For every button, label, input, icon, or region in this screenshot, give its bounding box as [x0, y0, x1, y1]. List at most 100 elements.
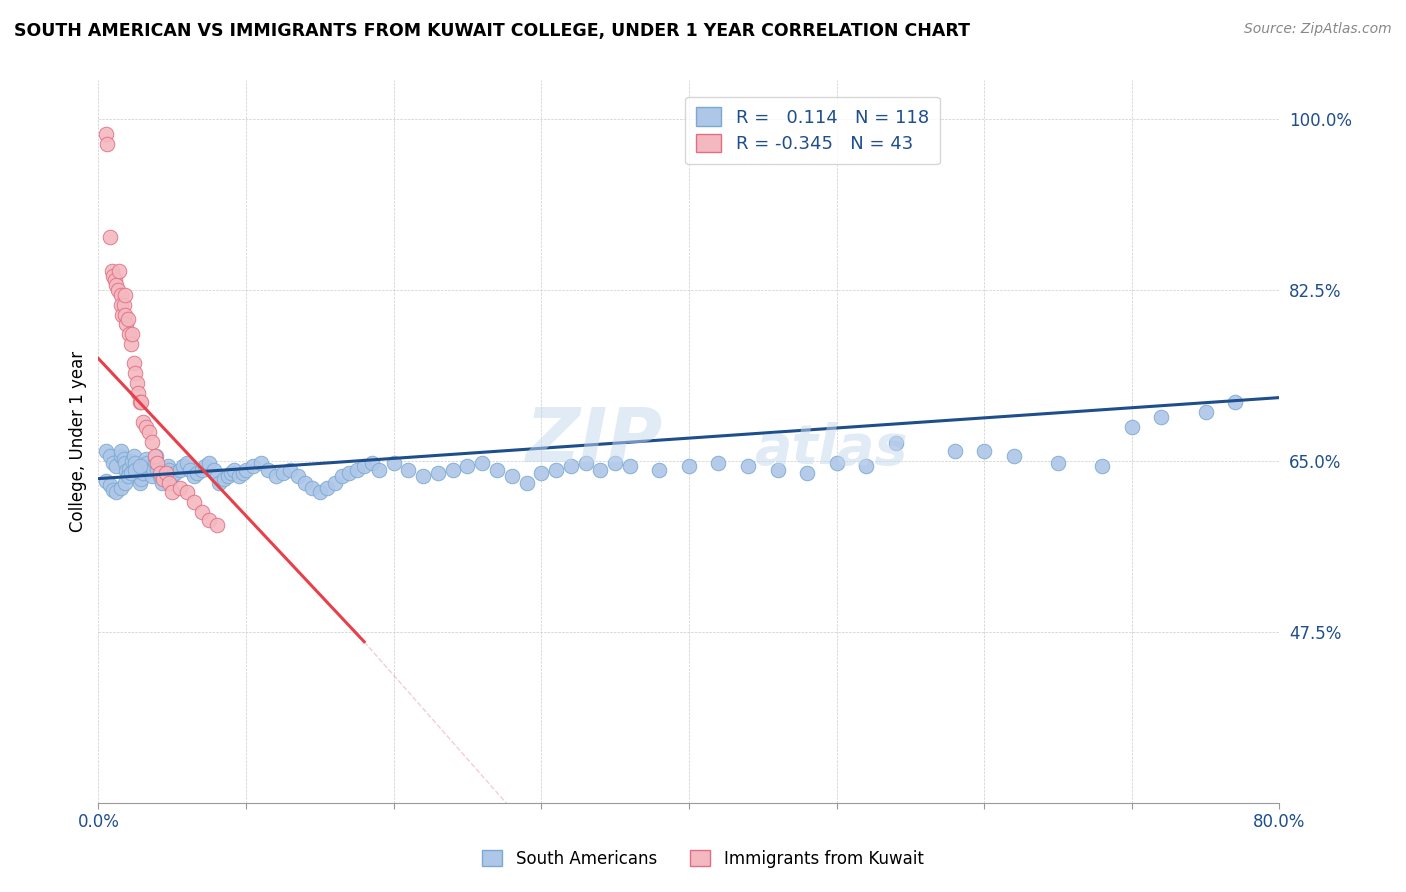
- Point: [471, 456, 494, 470]
- Point: [125, 463, 148, 477]
- Point: [287, 468, 309, 483]
- Point: [135, 420, 157, 434]
- Point: [412, 468, 434, 483]
- Point: [257, 463, 280, 477]
- Point: [143, 455, 166, 469]
- Point: [128, 475, 150, 490]
- Point: [221, 466, 243, 480]
- Point: [707, 456, 730, 470]
- Point: [1046, 456, 1070, 470]
- Point: [169, 482, 191, 496]
- Point: [228, 468, 250, 483]
- Point: [737, 458, 759, 473]
- Point: [973, 444, 995, 458]
- Point: [110, 444, 132, 458]
- Legend: R =   0.114   N = 118, R = -0.345   N = 43: R = 0.114 N = 118, R = -0.345 N = 43: [685, 96, 939, 164]
- Point: [120, 466, 142, 480]
- Point: [112, 298, 135, 312]
- Point: [1195, 405, 1218, 419]
- Point: [149, 466, 172, 480]
- Point: [605, 456, 627, 470]
- Point: [191, 505, 214, 519]
- Point: [301, 482, 323, 496]
- Point: [141, 468, 163, 483]
- Point: [127, 468, 149, 483]
- Point: [115, 464, 138, 478]
- Point: [132, 415, 155, 429]
- Point: [212, 472, 235, 486]
- Point: [575, 456, 598, 470]
- Point: [145, 449, 167, 463]
- Point: [855, 458, 877, 473]
- Point: [117, 468, 139, 483]
- Point: [129, 472, 152, 486]
- Point: [104, 273, 127, 287]
- Point: [242, 458, 264, 473]
- Point: [114, 308, 136, 322]
- Text: ZIP: ZIP: [526, 405, 664, 478]
- Point: [1091, 458, 1114, 473]
- Point: [108, 263, 131, 277]
- Point: [398, 463, 420, 477]
- Point: [176, 485, 198, 500]
- Point: [360, 456, 382, 470]
- Point: [107, 283, 129, 297]
- Point: [202, 463, 225, 477]
- Point: [153, 466, 176, 480]
- Point: [1121, 420, 1143, 434]
- Point: [309, 485, 332, 500]
- Text: Source: ZipAtlas.com: Source: ZipAtlas.com: [1244, 22, 1392, 37]
- Point: [118, 327, 141, 342]
- Point: [128, 458, 150, 473]
- Point: [678, 458, 700, 473]
- Point: [121, 327, 143, 342]
- Point: [135, 452, 157, 467]
- Point: [486, 463, 509, 477]
- Point: [117, 468, 139, 483]
- Point: [149, 468, 172, 483]
- Point: [294, 475, 316, 490]
- Point: [530, 466, 553, 480]
- Point: [516, 475, 538, 490]
- Point: [120, 337, 142, 351]
- Point: [441, 463, 464, 477]
- Point: [198, 456, 221, 470]
- Point: [194, 458, 217, 473]
- Point: [129, 395, 152, 409]
- Point: [127, 385, 149, 400]
- Point: [111, 308, 134, 322]
- Point: [152, 472, 174, 486]
- Point: [368, 463, 391, 477]
- Point: [224, 463, 246, 477]
- Point: [110, 482, 132, 496]
- Point: [121, 454, 143, 468]
- Point: [146, 456, 169, 470]
- Point: [94, 444, 117, 458]
- Point: [339, 466, 361, 480]
- Point: [118, 462, 141, 476]
- Point: [143, 449, 166, 463]
- Point: [98, 478, 121, 492]
- Point: [128, 395, 150, 409]
- Text: SOUTH AMERICAN VS IMMIGRANTS FROM KUWAIT COLLEGE, UNDER 1 YEAR CORRELATION CHART: SOUTH AMERICAN VS IMMIGRANTS FROM KUWAIT…: [14, 22, 970, 40]
- Point: [250, 456, 273, 470]
- Point: [122, 449, 145, 463]
- Point: [124, 366, 146, 380]
- Point: [105, 485, 128, 500]
- Point: [136, 456, 159, 470]
- Point: [146, 463, 169, 477]
- Point: [132, 466, 155, 480]
- Point: [125, 376, 148, 390]
- Point: [114, 475, 136, 490]
- Text: atlas: atlas: [754, 422, 907, 475]
- Point: [191, 463, 214, 477]
- Point: [117, 312, 139, 326]
- Point: [382, 456, 405, 470]
- Point: [183, 468, 205, 483]
- Legend: South Americans, Immigrants from Kuwait: South Americans, Immigrants from Kuwait: [475, 844, 931, 875]
- Point: [353, 458, 375, 473]
- Point: [1150, 410, 1173, 425]
- Point: [884, 436, 907, 450]
- Point: [560, 458, 582, 473]
- Point: [120, 466, 142, 480]
